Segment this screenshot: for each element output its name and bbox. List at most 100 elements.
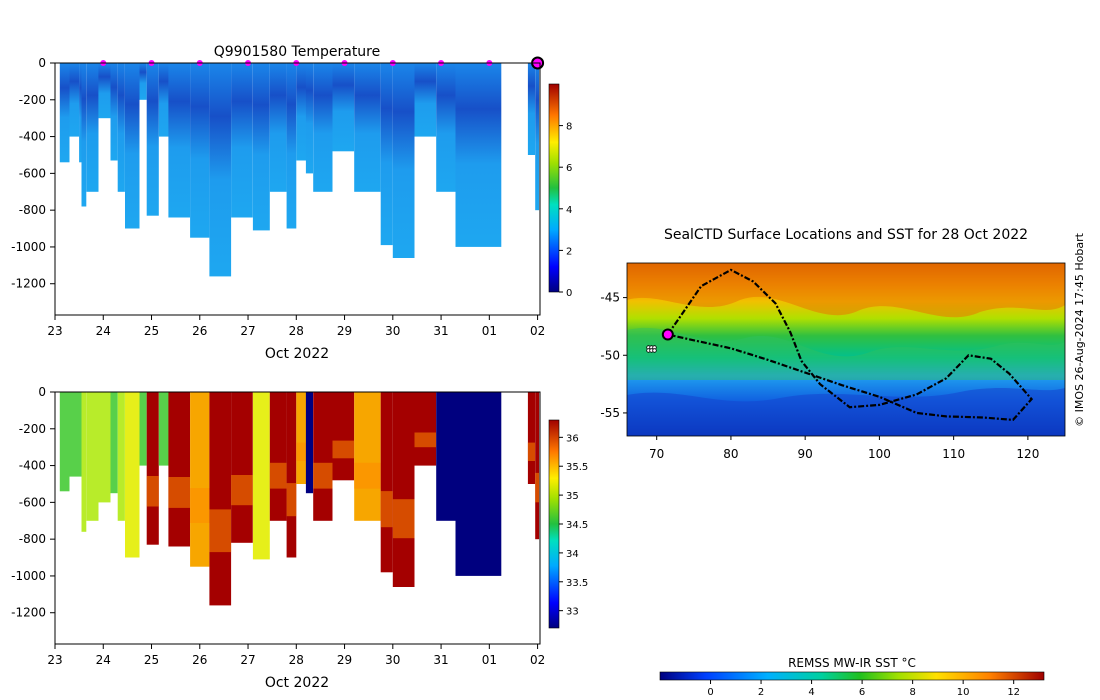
profile-bar [527, 63, 536, 155]
temperature-title: Q9901580 Temperature [214, 44, 381, 60]
profile-bar [231, 392, 253, 543]
lon-tick-label: 70 [649, 447, 664, 461]
x-tick-label: 28 [289, 653, 304, 667]
profile-bar [86, 63, 99, 192]
sst-colorbar-tick-label: 10 [957, 687, 970, 698]
y-tick-label: -400 [19, 459, 46, 473]
x-tick-label: 25 [144, 653, 159, 667]
temperature-colorbar [548, 83, 560, 293]
sst-colorbar-tick-label: 12 [1007, 687, 1020, 698]
colorbar-tick-label: 35.5 [566, 462, 588, 473]
x-tick-label: 24 [96, 653, 111, 667]
profile-bar [305, 392, 314, 494]
profile-bar [414, 392, 437, 466]
colorbar-tick-label: 33.5 [566, 578, 588, 589]
salinity-axes-frame [54, 391, 541, 645]
profile-bar [286, 63, 297, 229]
profile-bar [69, 392, 82, 477]
profile-bar [98, 63, 111, 119]
temperature-axes-frame [54, 62, 541, 316]
profile-bar [392, 392, 415, 587]
profile-band [146, 476, 159, 507]
profile-bar [455, 63, 502, 247]
sst-colorbar-tick-label: 6 [859, 687, 865, 698]
profile-bar [252, 63, 270, 231]
profile-bar [69, 63, 80, 137]
colorbar-tick-label: 33 [566, 607, 579, 618]
y-tick-label: -800 [19, 203, 46, 217]
y-tick-label: -600 [19, 495, 46, 509]
x-tick-label: 31 [433, 324, 448, 338]
y-tick-label: -1200 [11, 606, 46, 620]
temperature-x-label: Oct 2022 [265, 346, 329, 362]
sst-colorbar-ticks: 0 2 4 6 8 10 12 [707, 680, 1020, 698]
x-tick-label: 30 [385, 653, 400, 667]
lon-tick-label: 90 [798, 447, 813, 461]
profile-bar [81, 392, 87, 532]
profile-band [190, 488, 210, 523]
profile-bar [392, 63, 415, 258]
sst-colorbar-tick-label: 8 [909, 687, 915, 698]
profile-bar [527, 392, 536, 484]
colorbar-tick-label: 6 [566, 163, 572, 174]
sst-colorbar-tick-label: 0 [707, 687, 713, 698]
lat-tick-label: -45 [600, 291, 620, 305]
x-tick-label: 26 [192, 324, 207, 338]
seal-track [666, 268, 1034, 422]
profile-bar [535, 392, 540, 540]
x-tick-label: 27 [240, 324, 255, 338]
lon-tick-label: 80 [723, 447, 738, 461]
profile-bar [146, 392, 159, 545]
y-tick-label: -200 [19, 93, 46, 107]
sst-field [627, 263, 1065, 436]
y-tick-label: -1000 [11, 240, 46, 254]
x-tick-label: 31 [433, 653, 448, 667]
profile-band [380, 491, 393, 528]
profile-bar [190, 63, 210, 238]
profile-band [392, 499, 415, 539]
lat-tick-label: -50 [600, 348, 620, 362]
profile-bar [296, 392, 306, 484]
map-frame [626, 262, 1066, 437]
x-tick-label: 28 [289, 324, 304, 338]
profile-band [414, 432, 437, 448]
track-line [666, 268, 1034, 422]
profile-bar [125, 63, 140, 229]
x-tick-label: 24 [96, 324, 111, 338]
y-tick-label: 0 [38, 56, 46, 70]
temperature-x-axis: 23 24 25 26 27 28 29 30 31 01 02 [47, 315, 545, 338]
y-tick-label: -800 [19, 532, 46, 546]
salinity-panel: 0 -200 -400 -600 -800 -1000 -1200 23 24 25 26 27 28… [11, 385, 588, 691]
map-latitude-axis: -45 -50 -55 [600, 291, 627, 420]
profile-band [286, 483, 297, 517]
profile-bar [455, 392, 502, 576]
profile-bar [117, 63, 125, 192]
lon-tick-label: 110 [942, 447, 965, 461]
profile-bar [332, 63, 355, 152]
x-tick-label: 25 [144, 324, 159, 338]
profile-bar [146, 63, 159, 216]
map-longitude-axis: 70 80 90 100 110 120 [649, 436, 1039, 461]
profile-bar [313, 392, 333, 521]
profile-bar [190, 392, 210, 567]
profile-band [209, 509, 232, 553]
x-tick-label: 02 [530, 324, 545, 338]
profile-bar [168, 63, 191, 218]
sst-colorbar [659, 671, 1045, 681]
profile-bar [269, 392, 287, 521]
x-tick-label: 30 [385, 324, 400, 338]
profile-bar [110, 392, 118, 494]
profile-bar [168, 392, 191, 547]
profile-bar [380, 392, 393, 573]
profile-band [269, 462, 287, 489]
profile-bar [296, 63, 306, 161]
profile-bar [354, 392, 381, 521]
colorbar-tick-label: 36 [566, 433, 579, 444]
profile-band [354, 462, 381, 489]
colorbar-tick-label: 0 [566, 288, 572, 299]
profile-bar [158, 63, 169, 137]
sst-map-panel: SealCTD Surface Locations and SST for 28… [600, 227, 1086, 698]
x-tick-label: 02 [530, 653, 545, 667]
x-tick-label: 23 [47, 324, 62, 338]
